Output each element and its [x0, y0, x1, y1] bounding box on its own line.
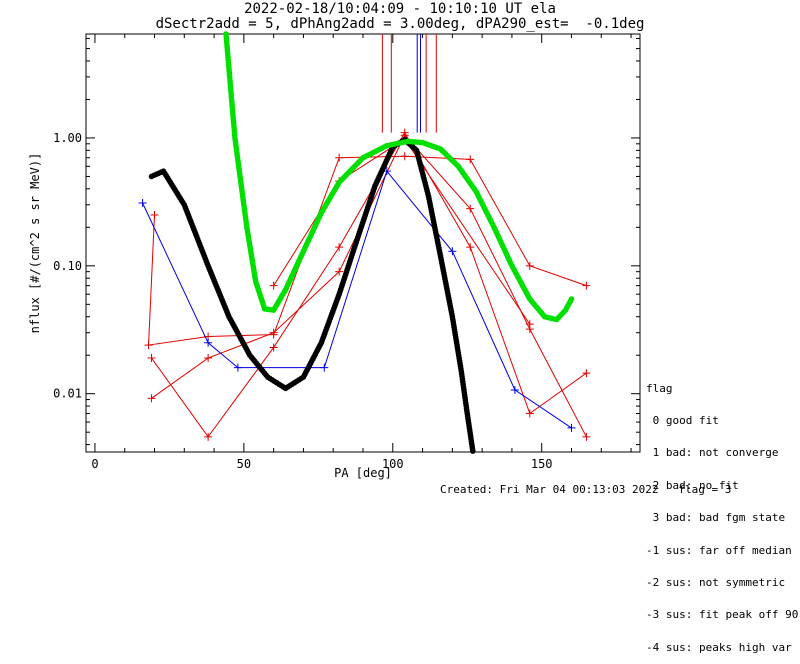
data-point-plus [269, 328, 278, 337]
series-line [148, 155, 587, 346]
data-point-plus [525, 409, 534, 418]
data-point-plus [233, 363, 242, 372]
legend-item: -3 sus: fit peak off 90 [646, 608, 799, 622]
data-point-plus [335, 243, 344, 252]
data-point-plus [204, 354, 213, 363]
data-point-plus [269, 281, 278, 290]
footer: Created: Fri Mar 04 00:13:03 2022 flag =… [440, 483, 731, 496]
legend-item: -1 sus: far off median [646, 543, 792, 557]
data-point-plus [335, 153, 344, 162]
chart-subtitle: dSectr2add = 5, dPhAng2add = 3.00deg, dP… [155, 16, 645, 32]
series-line [142, 170, 572, 429]
data-point-plus [400, 152, 409, 161]
y-tick-label: 1.00 [53, 131, 82, 145]
data-point-plus [204, 338, 213, 347]
data-point-plus [466, 155, 475, 164]
x-axis-label: PA [deg] [334, 466, 392, 480]
data-point-plus [147, 354, 156, 363]
data-point-plus [525, 261, 534, 270]
x-tick-label: 0 [91, 457, 98, 471]
x-tick-label: 50 [237, 457, 251, 471]
created-timestamp: Created: Fri Mar 04 00:13:03 2022 [440, 483, 659, 496]
chart-title: 2022-02-18/10:04:09 - 10:10:10 UT ela [244, 1, 556, 17]
plot-frame [85, 33, 641, 453]
data-point-plus [525, 320, 534, 329]
legend-item: 2 bad: no fit [646, 478, 739, 492]
data-point-plus [335, 267, 344, 276]
data-point-plus [320, 363, 329, 372]
y-axis-label: nflux [#/(cm^2 s sr MeV)] [28, 153, 42, 334]
chart-plot: 0 50 100 150 0.01 0.10 1.00 PA [deg] nflux [#/… [28, 31, 641, 480]
legend-item: 1 bad: not converge [646, 446, 779, 460]
curve-dot [568, 296, 575, 302]
data-point-plus [567, 423, 576, 432]
series-line [273, 138, 531, 325]
y-tick-label: 0.10 [53, 259, 82, 273]
data-point-plus [466, 204, 475, 213]
flag-value: flag = 3 [678, 483, 732, 496]
data-point-plus [582, 432, 591, 441]
data-point-plus [150, 210, 159, 219]
data-point-plus [147, 394, 156, 403]
data-point-plus [138, 198, 147, 207]
flag-legend: flag 0 good fit 1 bad: not converge 2 ba… [646, 362, 798, 664]
legend-item: -2 sus: not symmetric [646, 575, 786, 589]
data-point-plus [448, 247, 457, 256]
curve-dot [470, 448, 476, 454]
data-point-plus [582, 281, 591, 290]
legend-item: 3 bad: bad fgm state [646, 511, 786, 525]
data-point-plus [510, 385, 519, 394]
legend-item: -4 sus: peaks high var [646, 640, 792, 654]
legend-item: 0 good fit [646, 413, 719, 427]
data-point-plus [269, 343, 278, 352]
y-tick-label: 0.01 [53, 387, 82, 401]
data-point-plus [582, 369, 591, 378]
x-tick-label: 100 [382, 457, 404, 471]
data-point-plus [144, 341, 153, 350]
legend-title: flag [646, 381, 673, 395]
data-point-plus [204, 432, 213, 441]
x-tick-label: 150 [531, 457, 553, 471]
data-point-plus [466, 243, 475, 252]
